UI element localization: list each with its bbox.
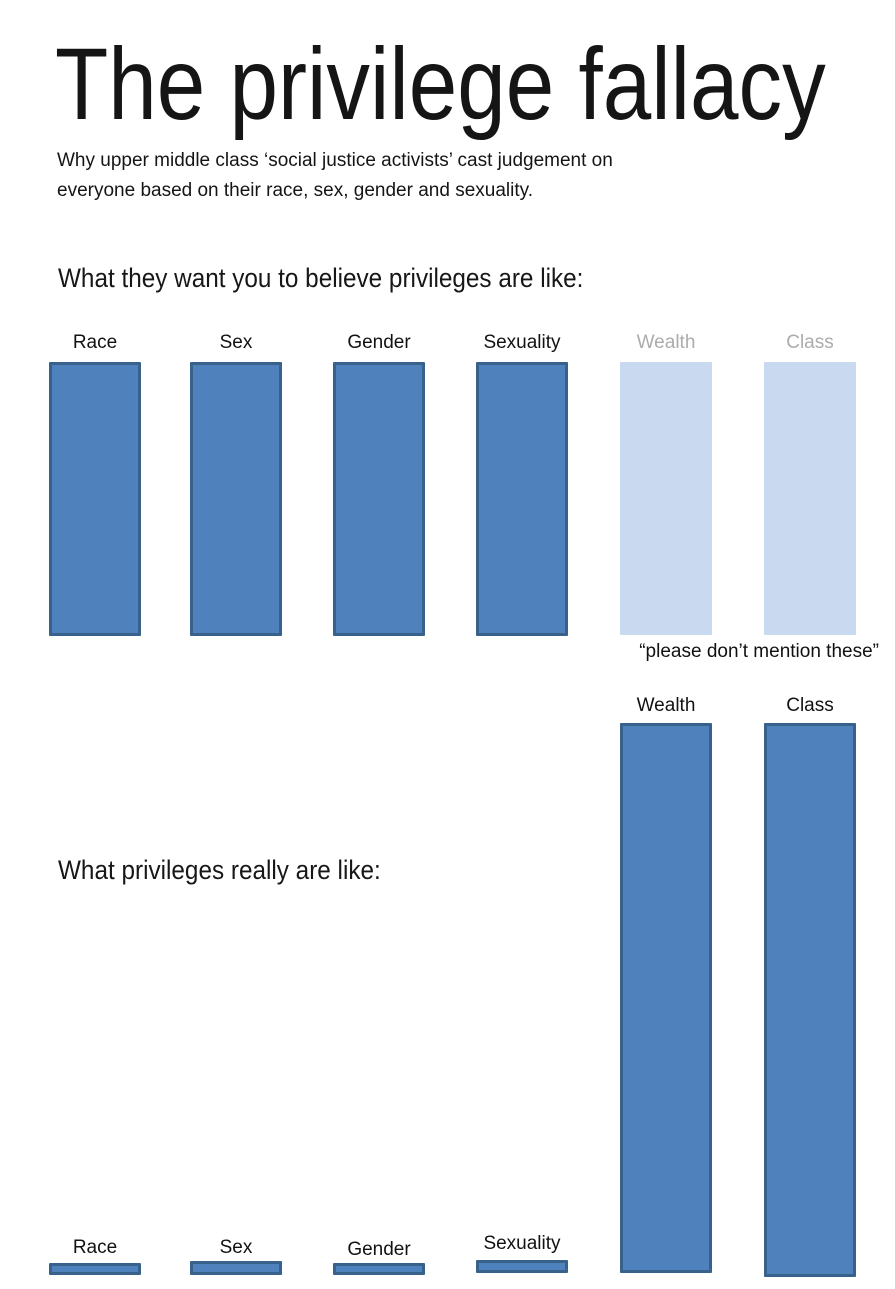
chart1-label-sex: Sex: [219, 332, 253, 353]
chart1-title: What they want you to believe privileges…: [58, 263, 584, 293]
chart2-bar-wealth: [620, 723, 712, 1273]
chart2-title: What privileges really are like:: [58, 855, 381, 885]
subtitle-line-1: Why upper middle class ‘social justice a…: [57, 150, 613, 171]
chart2-label-gender: Gender: [347, 1239, 411, 1260]
chart2-label-sexuality: Sexuality: [483, 1233, 561, 1254]
chart1-label-gender: Gender: [347, 332, 411, 353]
chart1-label-wealth: Wealth: [636, 332, 696, 353]
chart2-bar-class: [764, 723, 856, 1277]
chart1-annotation: “please don’t mention these”: [639, 641, 879, 662]
chart1-bar-sex: [190, 362, 282, 636]
chart2-bar-gender: [333, 1263, 425, 1275]
page-title-text: The privilege fallacy: [55, 27, 826, 141]
page-title: The privilege fallacy: [55, 28, 895, 140]
chart1-label-sexuality: Sexuality: [483, 332, 561, 353]
chart2-bar-race: [49, 1263, 141, 1275]
subtitle-line-2: everyone based on their race, sex, gende…: [57, 180, 533, 201]
chart1-label-class: Class: [786, 332, 834, 353]
chart2-label-race: Race: [72, 1237, 118, 1258]
chart2-label-wealth: Wealth: [636, 695, 696, 716]
chart2-bar-sexuality: [476, 1260, 568, 1273]
chart2-label-class: Class: [786, 695, 834, 716]
chart1-bar-sexuality: [476, 362, 568, 636]
chart1-bar-class-deemphasized: [764, 362, 856, 635]
chart1-bar-race: [49, 362, 141, 636]
chart2-bar-sex: [190, 1261, 282, 1275]
chart1-bar-wealth-deemphasized: [620, 362, 712, 635]
chart1-bar-gender: [333, 362, 425, 636]
chart2-label-sex: Sex: [219, 1237, 253, 1258]
page-subtitle: Why upper middle class ‘social justice a…: [57, 146, 613, 206]
chart1-label-race: Race: [72, 332, 118, 353]
